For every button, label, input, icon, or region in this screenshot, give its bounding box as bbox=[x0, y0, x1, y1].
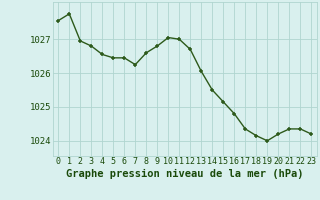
X-axis label: Graphe pression niveau de la mer (hPa): Graphe pression niveau de la mer (hPa) bbox=[66, 169, 304, 179]
